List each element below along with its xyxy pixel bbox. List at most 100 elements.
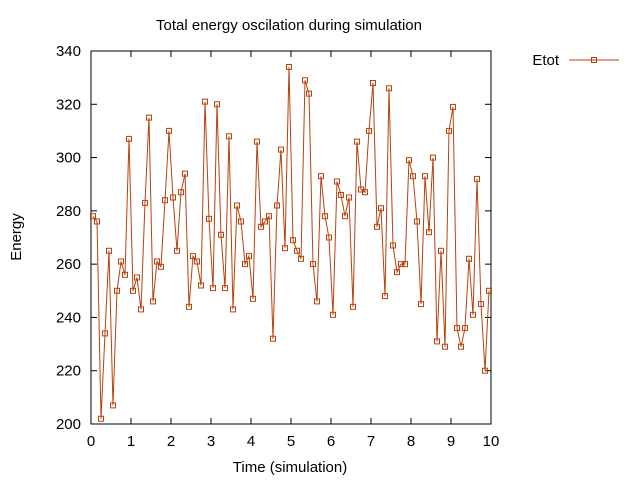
data-point (210, 285, 216, 292)
data-point (410, 173, 416, 180)
x-tick-label: 8 (407, 433, 415, 450)
data-point (306, 90, 312, 97)
data-point (402, 261, 408, 268)
data-point (354, 138, 360, 145)
x-tick-label: 7 (367, 433, 375, 450)
data-point (242, 261, 248, 268)
data-point (94, 218, 100, 225)
data-point (246, 253, 252, 260)
data-point (222, 285, 228, 292)
data-point (158, 263, 164, 270)
data-point (190, 253, 196, 260)
x-tick-label: 0 (87, 433, 95, 450)
data-point (378, 205, 384, 212)
data-point (386, 85, 392, 92)
data-point (250, 295, 256, 302)
data-point (238, 218, 244, 225)
data-point (138, 306, 144, 313)
data-point (146, 114, 152, 121)
data-point (130, 287, 136, 294)
data-point (318, 173, 324, 180)
data-point (110, 402, 116, 409)
data-point (290, 237, 296, 244)
data-point (262, 218, 268, 225)
data-point (162, 197, 168, 204)
chart-title: Total energy oscilation during simulatio… (156, 17, 422, 34)
data-point (338, 191, 344, 198)
data-point (450, 103, 456, 110)
data-point (466, 255, 472, 262)
data-point (154, 258, 160, 265)
x-tick-label: 5 (287, 433, 295, 450)
data-point (198, 282, 204, 289)
data-point (278, 146, 284, 153)
data-point (186, 303, 192, 310)
x-tick-label: 6 (327, 433, 335, 450)
data-point (274, 202, 280, 209)
data-point (482, 367, 488, 374)
data-point (434, 338, 440, 345)
y-tick-label: 260 (56, 256, 81, 273)
data-point (166, 127, 172, 134)
data-point (322, 213, 328, 220)
data-point (334, 178, 340, 185)
data-point (282, 245, 288, 252)
x-axis-title: Time (simulation) (233, 459, 347, 476)
data-point (478, 301, 484, 308)
data-point (266, 213, 272, 220)
data-point (218, 231, 224, 238)
data-point (298, 255, 304, 262)
data-point (118, 258, 124, 265)
data-point (90, 213, 96, 220)
data-point (122, 271, 128, 278)
y-tick-label: 300 (56, 150, 81, 167)
data-point (486, 287, 492, 294)
data-point (270, 335, 276, 342)
y-axis-title: Energy (8, 213, 25, 261)
data-point (414, 218, 420, 225)
data-point (254, 138, 260, 145)
data-point (258, 223, 264, 230)
data-point (394, 269, 400, 276)
x-axis: 0 1 2 3 4 5 6 7 8 9 10 (87, 51, 500, 450)
data-point (362, 189, 368, 196)
data-point (310, 261, 316, 268)
data-point (370, 80, 376, 86)
data-point (170, 194, 176, 201)
y-tick-label: 240 (56, 309, 81, 326)
legend: Etot (532, 52, 619, 69)
data-point (374, 223, 380, 230)
data-point (350, 303, 356, 310)
data-point (226, 133, 232, 140)
data-point (398, 261, 404, 268)
x-tick-label: 3 (207, 433, 215, 450)
data-point (458, 343, 464, 350)
data-point (438, 247, 444, 254)
data-point (418, 301, 424, 308)
data-point (134, 274, 140, 281)
data-point (442, 343, 448, 350)
data-point (234, 202, 240, 209)
data-point (314, 298, 320, 305)
x-tick-label: 10 (483, 433, 500, 450)
data-point (178, 189, 184, 196)
data-point (150, 298, 156, 305)
data-point (422, 173, 428, 180)
data-point (294, 247, 300, 254)
x-tick-label: 1 (127, 433, 135, 450)
data-point (106, 247, 112, 254)
legend-marker-etot (591, 57, 597, 63)
legend-label-etot: Etot (532, 52, 560, 69)
data-point (174, 247, 180, 254)
y-tick-label: 200 (56, 416, 81, 433)
data-point (346, 194, 352, 201)
y-tick-label: 280 (56, 203, 81, 220)
x-tick-label: 2 (167, 433, 175, 450)
data-point (142, 199, 148, 206)
data-point (426, 229, 432, 236)
data-point (446, 127, 452, 134)
data-point (470, 311, 476, 318)
data-point (474, 175, 480, 182)
data-point (230, 306, 236, 313)
data-point (206, 215, 212, 222)
